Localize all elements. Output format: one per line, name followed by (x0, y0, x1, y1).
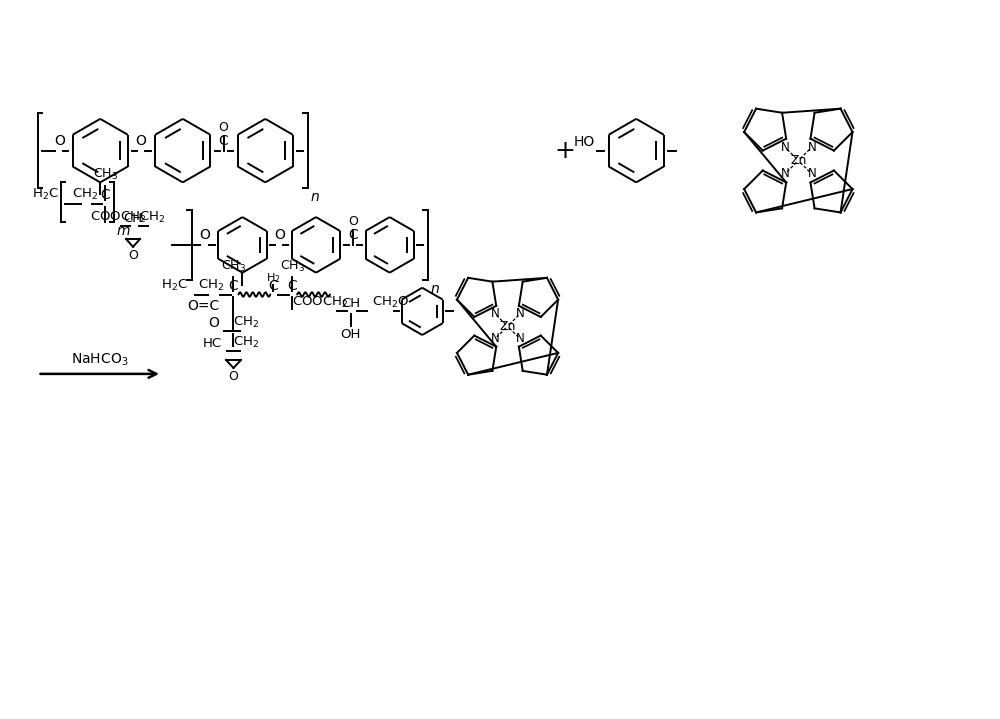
Text: +: + (554, 139, 575, 162)
Text: COOCH$_2$: COOCH$_2$ (90, 209, 147, 224)
Text: C: C (348, 229, 358, 242)
Text: CH$_2$: CH$_2$ (139, 209, 165, 224)
Text: Zn: Zn (790, 154, 807, 167)
Text: O: O (348, 215, 358, 228)
Text: NaHCO$_3$: NaHCO$_3$ (71, 352, 128, 368)
Text: N: N (780, 168, 789, 180)
Text: H$_2$C: H$_2$C (32, 187, 58, 202)
Text: C: C (219, 134, 228, 148)
Text: N: N (516, 307, 525, 320)
Text: CH$_3$: CH$_3$ (221, 259, 246, 274)
Text: O: O (229, 370, 238, 383)
Text: N: N (491, 307, 499, 320)
Text: CH$_2$: CH$_2$ (233, 315, 260, 330)
Text: n: n (310, 191, 319, 204)
Text: O: O (54, 134, 65, 148)
Text: CH$_3$: CH$_3$ (93, 168, 118, 183)
Text: C: C (100, 188, 110, 202)
Text: CH$_2$O: CH$_2$O (372, 295, 409, 310)
Text: N: N (807, 168, 816, 180)
Text: Zn: Zn (499, 320, 516, 333)
Text: H$_2$C: H$_2$C (161, 278, 188, 293)
Text: O: O (219, 121, 228, 134)
Text: CH$_3$: CH$_3$ (280, 259, 305, 274)
Text: N: N (491, 332, 499, 345)
Text: C: C (287, 278, 297, 293)
Text: C: C (268, 278, 278, 293)
Text: O: O (199, 229, 210, 242)
Text: CH$_2$: CH$_2$ (198, 278, 225, 293)
Text: CH$_2$: CH$_2$ (233, 334, 260, 349)
Text: HO: HO (573, 134, 594, 149)
Text: C: C (229, 278, 238, 293)
Text: n: n (430, 282, 439, 296)
Text: COOCH$_2$: COOCH$_2$ (292, 295, 349, 310)
Text: CH: CH (123, 211, 143, 224)
Text: N: N (780, 141, 789, 154)
Text: CH$_2$: CH$_2$ (72, 187, 98, 202)
Text: N: N (807, 141, 816, 154)
Text: N: N (516, 332, 525, 345)
Text: OH: OH (341, 329, 361, 342)
Text: O: O (209, 316, 220, 330)
Text: O: O (136, 134, 146, 148)
Text: O=C: O=C (187, 299, 220, 313)
Text: HC: HC (202, 336, 222, 349)
Text: CH: CH (341, 297, 360, 310)
Text: H$_2$: H$_2$ (266, 271, 281, 285)
Text: O: O (128, 249, 138, 262)
Text: m: m (116, 224, 130, 238)
Text: O: O (274, 229, 285, 242)
